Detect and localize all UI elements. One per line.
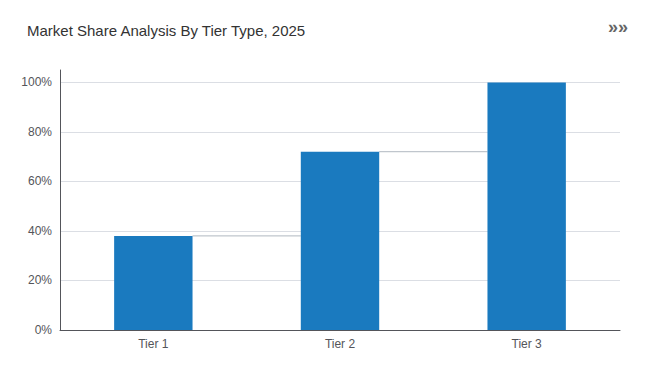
- svg-text:60%: 60%: [28, 174, 52, 188]
- svg-text:Tier 2: Tier 2: [325, 337, 356, 351]
- svg-text:Market Share Analysis By Tier: Market Share Analysis By Tier Type, 2025: [27, 22, 305, 39]
- svg-text:0%: 0%: [35, 323, 53, 337]
- svg-text:40%: 40%: [28, 224, 52, 238]
- svg-text:»»: »»: [608, 17, 628, 37]
- svg-text:20%: 20%: [28, 273, 52, 287]
- svg-text:Tier 3: Tier 3: [512, 337, 543, 351]
- svg-text:80%: 80%: [28, 125, 52, 139]
- svg-text:100%: 100%: [21, 75, 52, 89]
- svg-text:Tier 1: Tier 1: [138, 337, 169, 351]
